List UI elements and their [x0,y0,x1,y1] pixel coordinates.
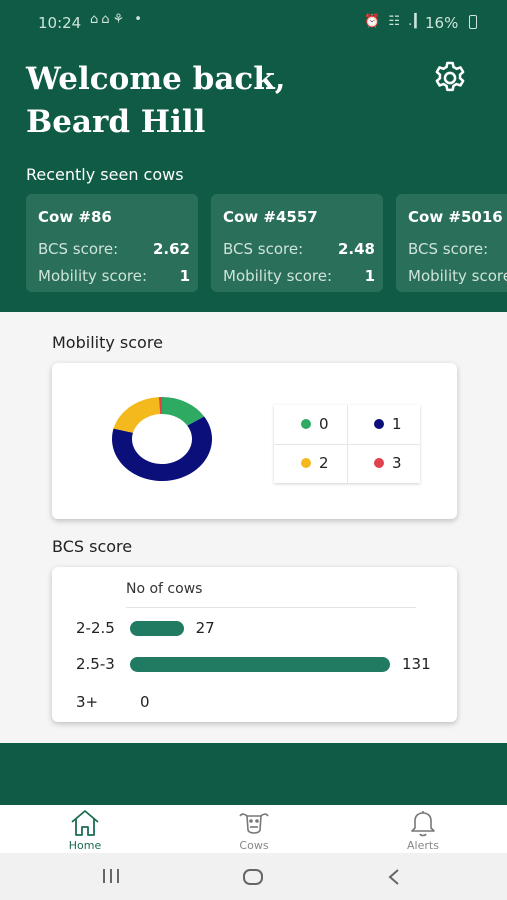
footer-band [0,743,507,805]
mobility-value: 1 [179,267,190,285]
bcs-column-header: No of cows [126,581,203,597]
bcs-row: BCS score: 2.48 [223,240,375,258]
bcs-bar-value: 27 [195,619,215,637]
recent-cow-card[interactable]: Cow #4557 BCS score: 2.48 Mobility score… [211,194,383,292]
legend-label: 2 [319,454,329,472]
header: 10:24 ⌂⌂⚘ • ⏰ ☷ .▎ 16% Welcome back, Bea… [0,0,507,312]
donut-slice-3 [158,397,162,415]
legend-divider [274,444,420,445]
legend-dot [301,419,311,429]
legend-item-3: 3 [347,444,420,483]
nav-cows[interactable]: Cows [204,805,304,853]
legend-label: 0 [319,415,329,433]
mobility-legend: 0 1 2 3 [274,405,420,483]
legend-dot [374,458,384,468]
bcs-bar-value: 0 [140,693,150,711]
mobility-value: 1 [364,267,375,285]
bcs-category-label: 2.5-3 [76,655,115,673]
bcs-label: BCS score: [38,240,119,258]
mobility-row: Mobility score: 1 [223,267,375,285]
bcs-category-label: 2-2.5 [76,619,115,637]
status-bar: 10:24 ⌂⌂⚘ • ⏰ ☷ .▎ 16% [0,0,507,44]
welcome-line-1: Welcome back, [26,61,286,97]
back-icon[interactable] [385,867,403,887]
battery-icon [469,15,477,29]
bcs-divider [126,607,416,608]
legend-item-1: 1 [347,405,420,444]
donut-slice-2 [113,397,161,433]
mobility-label: Mobility score: [408,267,507,285]
legend-item-2: 2 [274,444,347,483]
bcs-label: BCS score: [223,240,304,258]
bcs-card: No of cows 2-2.5 27 2.5-3 131 3+ 0 [52,567,457,722]
bcs-bar [130,621,184,636]
mobility-label: Mobility score: [223,267,333,285]
mobility-row: Mobility score: 1 [38,267,190,285]
cow-icon [239,813,269,834]
bcs-bar [130,657,390,672]
bcs-label: BCS score: [408,240,489,258]
home-pill-icon[interactable] [241,867,265,887]
cow-name: Cow #5016 [408,208,503,226]
signal-icons: ⏰ ☷ .▎ [364,14,427,29]
cow-name: Cow #86 [38,208,112,226]
bcs-category-label: 3+ [76,693,99,711]
mobility-row: Mobility score: [408,267,507,285]
farm-name: Beard Hill [26,104,206,140]
donut-slice-1 [111,416,213,481]
status-time: 10:24 [38,14,82,32]
nav-label: Alerts [407,839,439,852]
recent-cow-card[interactable]: Cow #5016 BCS score: Mobility score: [396,194,507,292]
nav-label: Home [68,839,102,852]
recent-cows-title: Recently seen cows [26,165,184,184]
mobility-label: Mobility score: [38,267,148,285]
bcs-value: 2.48 [337,240,375,258]
system-navigation-bar [0,853,507,900]
nav-label: Cows [239,839,269,852]
legend-dot [374,419,384,429]
mobility-card: 0 1 2 3 [52,363,457,519]
bcs-row: BCS score: 2.62 [38,240,190,258]
bcs-section-title: BCS score [52,537,133,556]
bottom-navigation: Home Cows Alerts [0,805,507,853]
bcs-bar-value: 131 [402,655,431,673]
legend-dot [301,458,311,468]
mobility-section-title: Mobility score [52,333,163,352]
welcome-title: Welcome back, Beard Hill [26,58,406,144]
battery-level: 16% [425,14,459,32]
notification-icons: ⌂⌂⚘ • [90,12,145,27]
bcs-row: BCS score: [408,240,488,258]
legend-item-0: 0 [274,405,347,444]
bell-icon [411,811,435,837]
legend-label: 3 [392,454,402,472]
cow-name: Cow #4557 [223,208,318,226]
legend-label: 1 [392,415,402,433]
gear-icon[interactable] [431,59,469,97]
recent-cow-card[interactable]: Cow #86 BCS score: 2.62 Mobility score: … [26,194,198,292]
bcs-value: 2.62 [152,240,190,258]
mobility-donut-chart [111,397,213,481]
home-icon [71,810,99,836]
recents-icon[interactable] [100,867,122,885]
donut-slice-0 [162,397,205,426]
nav-alerts[interactable]: Alerts [373,805,473,853]
nav-home[interactable]: Home [35,805,135,853]
